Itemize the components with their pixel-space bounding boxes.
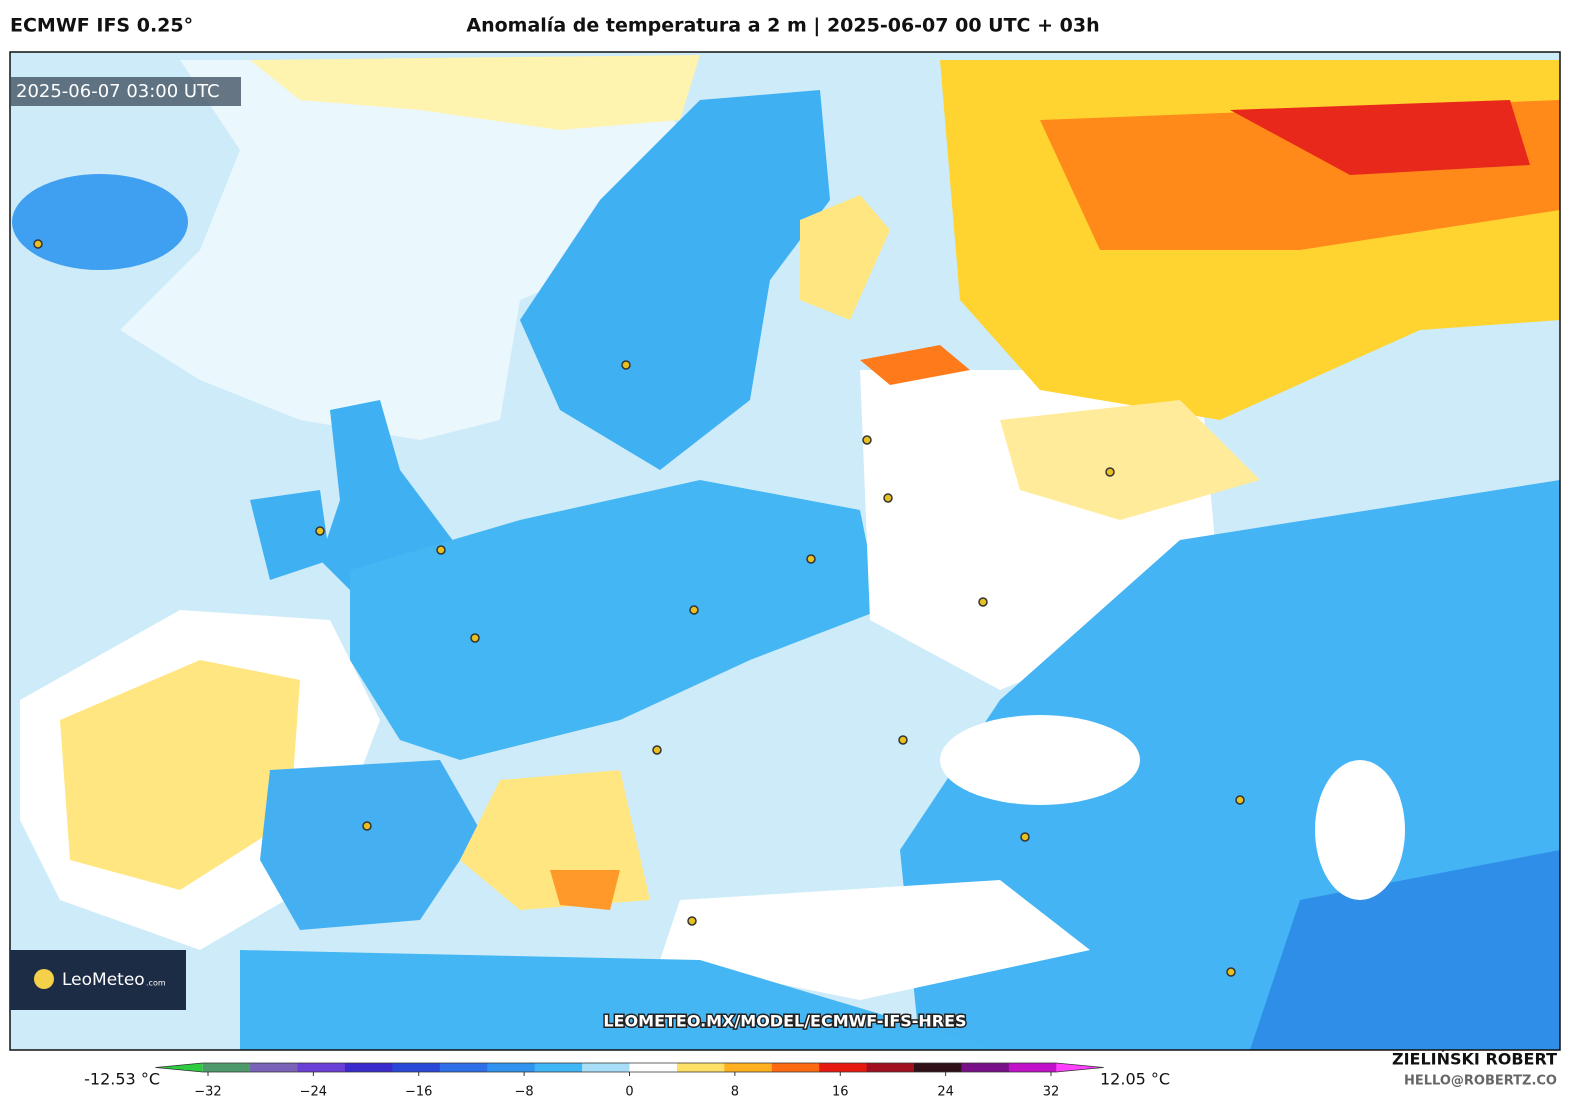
colorbar-tick-label: 24 xyxy=(937,1085,954,1100)
colorbar-tick-label: −8 xyxy=(515,1085,534,1100)
colorbar-outline xyxy=(155,1062,1104,1073)
colorbar-segment xyxy=(914,1063,962,1072)
warm-area xyxy=(60,660,300,890)
colorbar-segment xyxy=(961,1063,1010,1072)
warm-area xyxy=(250,55,700,130)
colorbar-segment xyxy=(392,1063,441,1072)
colorbar-segment xyxy=(487,1063,536,1072)
cities xyxy=(33,239,1245,977)
time-box xyxy=(10,77,241,106)
colorbar-tick-label: −32 xyxy=(194,1085,221,1100)
black-sea xyxy=(940,715,1140,805)
iceland xyxy=(12,174,188,270)
hot-area xyxy=(860,345,970,385)
colorbar-segment xyxy=(819,1063,868,1072)
colorbar-min: -12.53 °C xyxy=(84,1070,160,1089)
colorbar-segment xyxy=(771,1063,820,1072)
colorbar-tick-label: 8 xyxy=(731,1085,739,1100)
colorbar-segment xyxy=(297,1063,346,1072)
watermark: LEOMETEO.MX/MODEL/ECMWF-IFS-HRES xyxy=(603,1012,966,1031)
colorbar-segment xyxy=(582,1063,630,1072)
map-title: Anomalía de temperatura a 2 m | 2025-06-… xyxy=(466,15,1099,37)
colorbar-segment xyxy=(724,1063,773,1072)
scandinavia xyxy=(520,90,830,470)
cold-area xyxy=(1250,850,1560,1050)
map: 2025-06-07 03:00 UTC LeoMeteo .com LEOME… xyxy=(9,51,1561,1051)
model-name: ECMWF IFS 0.25° xyxy=(10,15,193,37)
colorbar-max: 12.05 °C xyxy=(1100,1070,1170,1089)
colorbar-segment xyxy=(250,1063,299,1072)
colorbar-tick-label: −16 xyxy=(405,1085,432,1100)
colorbar-segment xyxy=(1008,1063,1057,1072)
colorbar-tick-label: 32 xyxy=(1043,1085,1060,1100)
colorbar-tick-label: 0 xyxy=(625,1085,633,1100)
colorbar-tick-label: −24 xyxy=(300,1085,327,1100)
iberia xyxy=(260,760,480,930)
warm-area xyxy=(800,195,890,320)
colorbar-segment xyxy=(676,1063,725,1072)
colorbar-segment xyxy=(1056,1063,1104,1072)
credit-name: ZIELIŃSKI ROBERT xyxy=(1392,1050,1557,1069)
map-frame xyxy=(9,51,1561,1051)
colorbar-segment xyxy=(629,1063,678,1072)
caspian-sea xyxy=(1315,760,1405,900)
white-area xyxy=(120,60,700,440)
mediterranean xyxy=(660,880,1090,1000)
hot-core xyxy=(1230,100,1530,175)
logo-domain: .com xyxy=(146,979,166,988)
colorbar-segment xyxy=(866,1063,915,1072)
north-africa xyxy=(240,950,1000,1050)
colorbar-segment xyxy=(439,1063,488,1072)
colorbar: −32 −24 −16 −8 0 8 16 24 32 xyxy=(155,1062,1104,1100)
western-europe xyxy=(350,480,880,760)
colorbar-tick-label: 16 xyxy=(832,1085,849,1100)
colorbar-segment xyxy=(344,1063,393,1072)
logo-name: LeoMeteo xyxy=(62,970,145,990)
warm-area xyxy=(1000,400,1260,520)
ireland xyxy=(250,490,330,580)
credit-email: HELLO@ROBERTZ.CO xyxy=(1404,1074,1557,1089)
valid-time: 2025-06-07 03:00 UTC xyxy=(16,81,220,102)
logo-sun xyxy=(34,969,54,989)
hot-area xyxy=(550,870,620,910)
colorbar-segment xyxy=(534,1063,583,1072)
colorbar-segment xyxy=(202,1063,251,1072)
colorbar-segment xyxy=(155,1063,203,1072)
